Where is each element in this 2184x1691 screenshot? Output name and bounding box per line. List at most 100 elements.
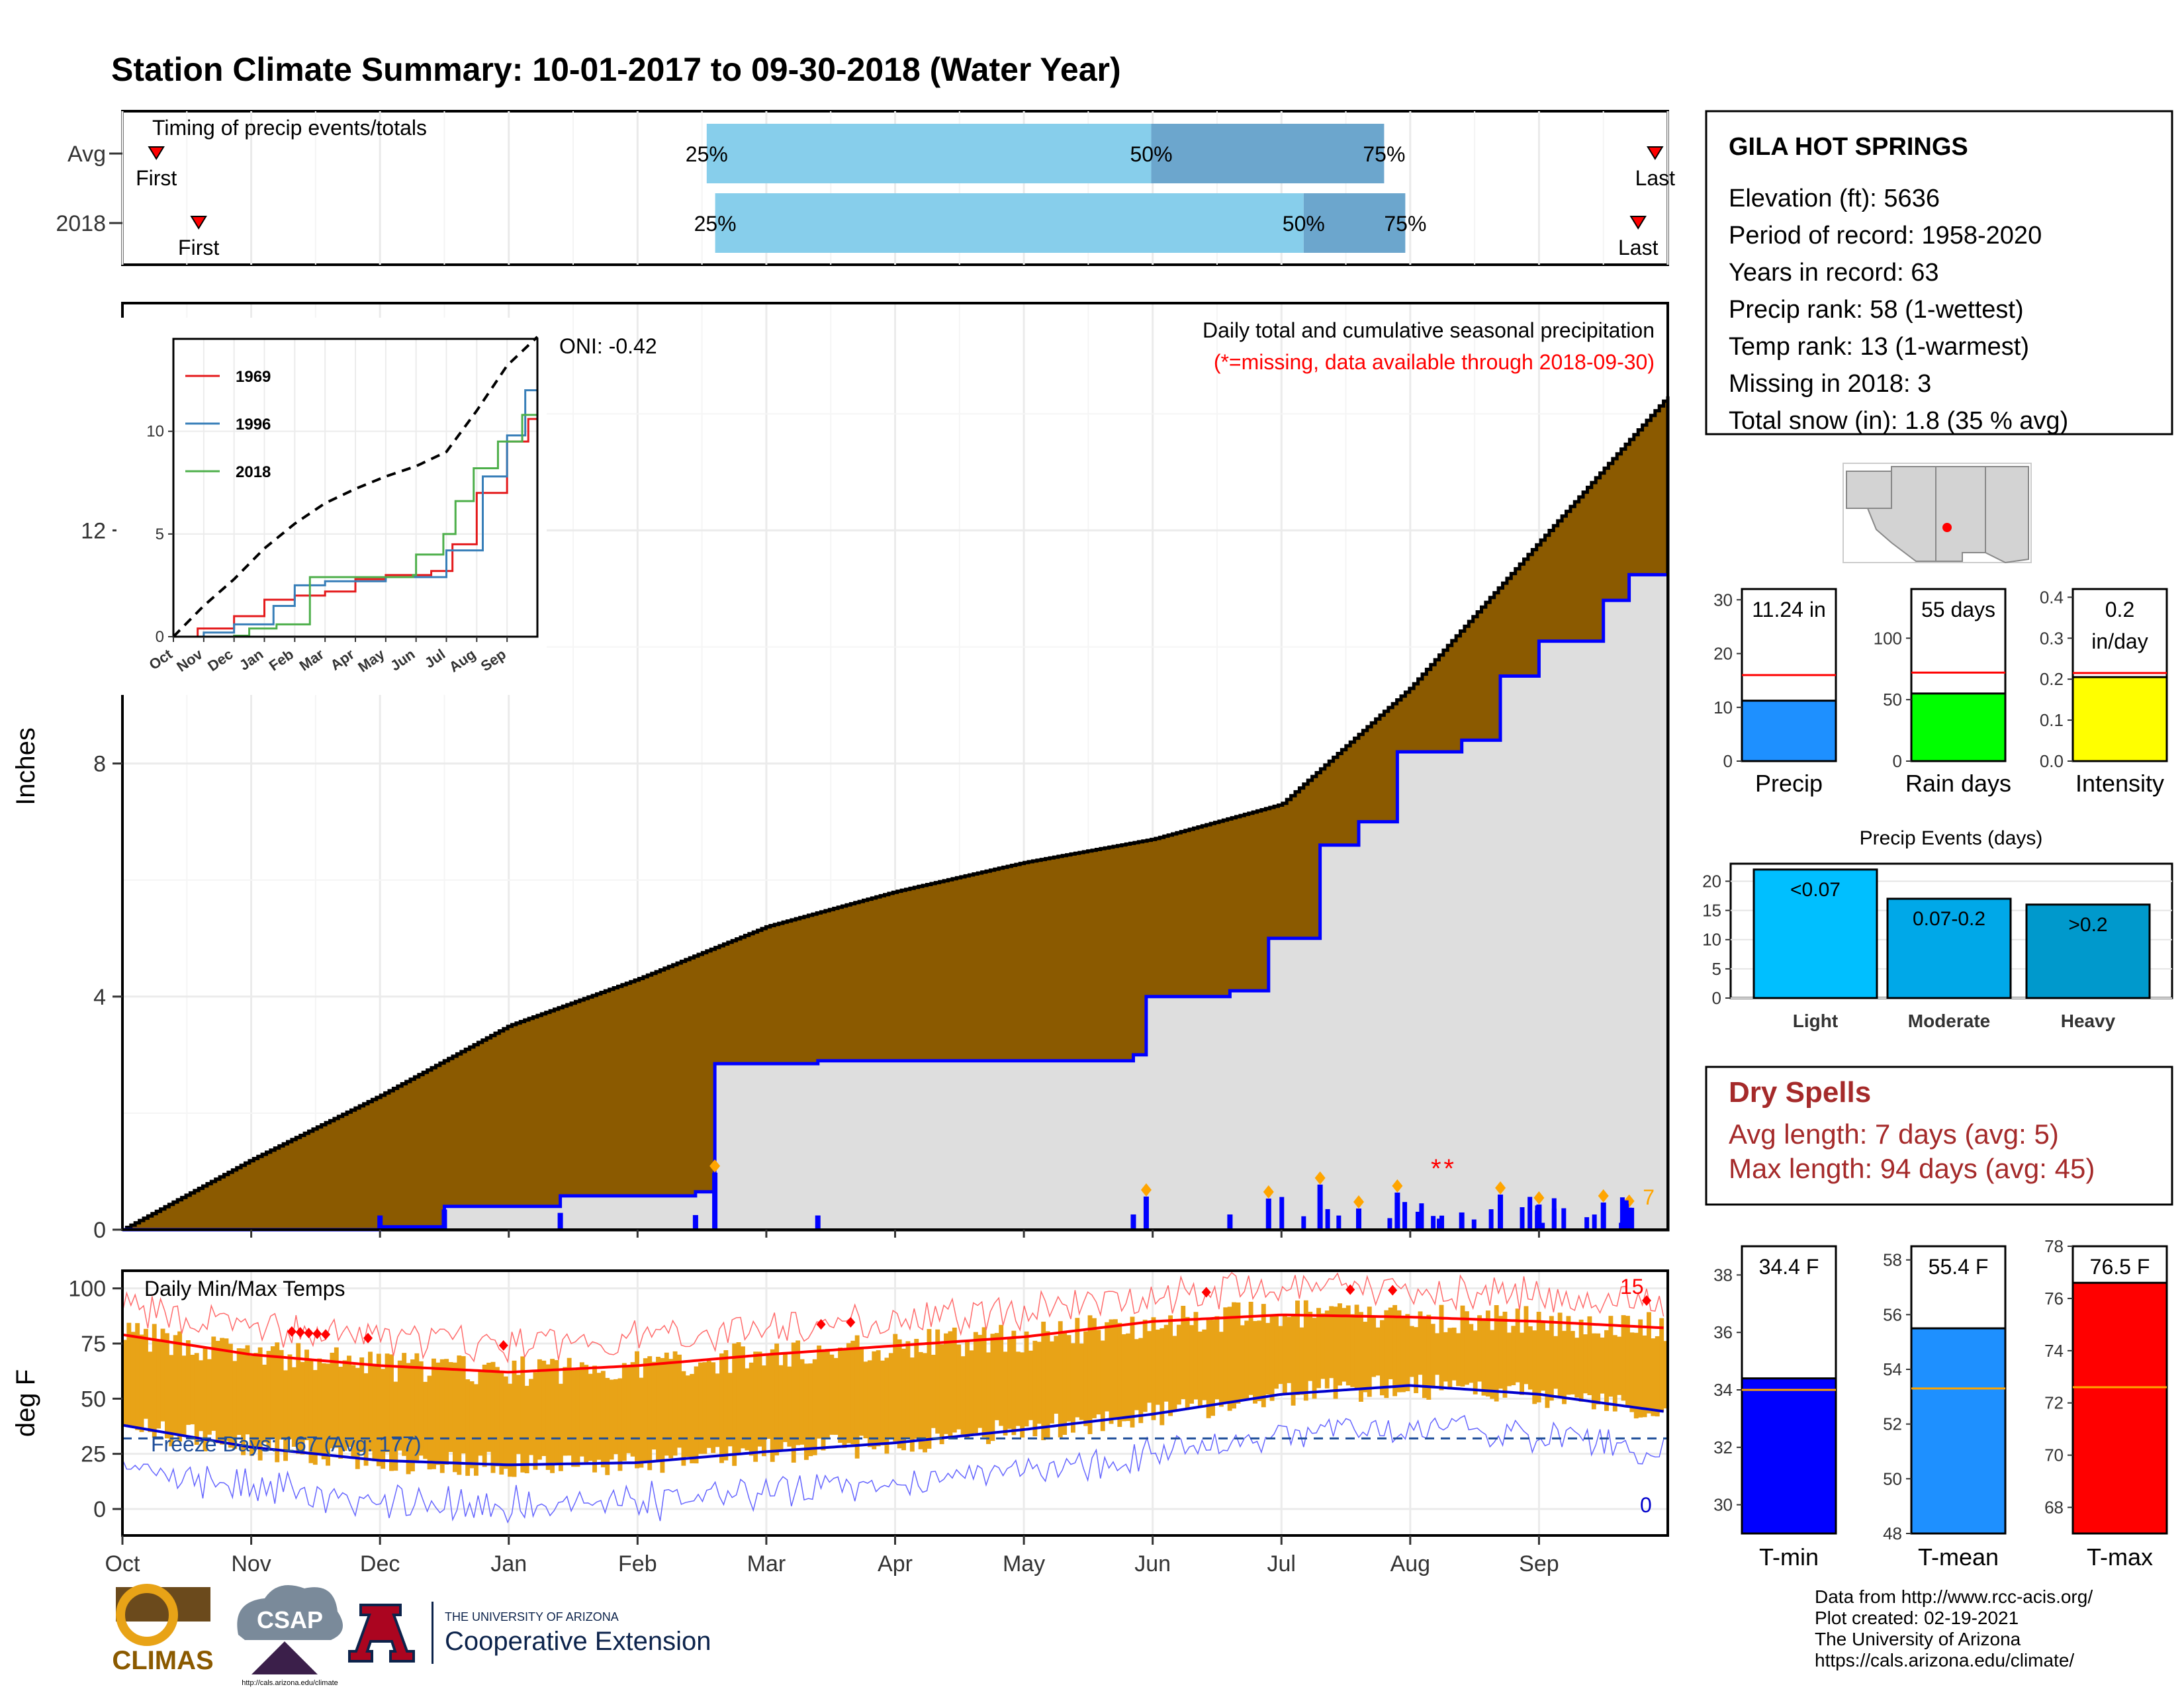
daily-temp-bar [1223, 1307, 1228, 1402]
daily-temp-bar [978, 1334, 983, 1428]
inset-legend-label: 2018 [236, 463, 271, 481]
daily-temp-bar [1600, 1337, 1605, 1394]
temp-x-axis: Oct Nov Dec Jan Feb Mar Apr May Jun Jul Aug Sep [105, 1535, 1559, 1577]
daily-temp-bar [965, 1341, 970, 1439]
daily-temp-bar [1303, 1300, 1308, 1401]
daily-temp-bar [639, 1377, 644, 1468]
inset-y-tick-label: 10 [146, 423, 164, 441]
daily-temp-bar [529, 1379, 534, 1455]
inset-y-tick-label: 0 [156, 628, 164, 646]
daily-temp-bar [605, 1377, 610, 1475]
daily-precip-bar [1143, 1196, 1149, 1230]
daily-temp-bar [181, 1355, 187, 1436]
temp-lines [122, 1271, 1668, 1524]
temp-summary-label: T-max [2087, 1543, 2153, 1571]
timing-bar-25-50 [706, 124, 1152, 183]
daily-temp-bar [211, 1336, 216, 1431]
daily-precip-bar [1551, 1198, 1557, 1230]
temp-summary-tick-label: 32 [1713, 1438, 1733, 1457]
daily-temp-bar [1079, 1344, 1084, 1420]
daily-temp-bar [241, 1348, 246, 1455]
daily-temp-bar [1172, 1336, 1177, 1411]
daily-temp-bar [846, 1343, 851, 1443]
daily-temp-bar [1015, 1351, 1021, 1426]
daily-precip-bar [1561, 1208, 1567, 1230]
daily-temp-bar [554, 1360, 559, 1465]
daily-temp-bar [1527, 1326, 1533, 1390]
precip-y-tick-label: 0 [93, 1218, 106, 1243]
daily-temp-bar [275, 1342, 280, 1463]
daily-precip-bar [1130, 1214, 1136, 1230]
daily-temp-bar [173, 1335, 178, 1434]
events-title: Precip Events (days) [1860, 827, 2043, 849]
daily-temp-bar [1490, 1330, 1495, 1399]
daily-temp-bar [660, 1357, 665, 1473]
daily-precip-bar [1624, 1204, 1629, 1230]
daily-temp-bar [1456, 1333, 1461, 1387]
dry-spells-title: Dry Spells [1729, 1076, 1871, 1109]
temp-summary-tick-label: 36 [1713, 1322, 1733, 1342]
daily-temp-bar [1363, 1322, 1368, 1393]
daily-temp-bar [1050, 1341, 1054, 1424]
temp-summary-tick-label: 56 [1883, 1304, 1902, 1324]
daily-temp-bar [1147, 1331, 1152, 1403]
daily-temp-bar [1591, 1333, 1596, 1410]
precip-y-tick-label: 4 [93, 985, 106, 1010]
daily-temp-bar [690, 1373, 695, 1464]
record-max-line [122, 1271, 1664, 1364]
timing-row-label: 2018 [56, 211, 106, 236]
daily-temp-bar [1011, 1330, 1017, 1436]
daily-temp-bar [1121, 1334, 1126, 1422]
daily-temp-bar [376, 1353, 381, 1467]
daily-temp-bar [1028, 1350, 1033, 1420]
record-high-marker [816, 1319, 826, 1330]
temp-summary-tick-label: 34 [1713, 1380, 1733, 1400]
daily-precip-bar [1437, 1218, 1442, 1230]
daily-temp-bar [727, 1373, 733, 1447]
daily-temp-bar [1426, 1314, 1432, 1400]
precip-panel: * * 0 4 8 12 Inches Daily total and cumulati… [11, 302, 1670, 1243]
daily-temp-bar [1287, 1316, 1292, 1383]
daily-temp-bar [1367, 1306, 1372, 1397]
daily-temp-bar [1642, 1335, 1647, 1418]
temp-summary-tick-label: 30 [1713, 1495, 1733, 1515]
daily-precip-bar [1402, 1202, 1408, 1230]
daily-temp-bars [122, 1300, 1668, 1477]
daily-precip-bar [1394, 1192, 1400, 1230]
extreme-count: 7 [1643, 1185, 1655, 1209]
daily-temp-bar [1451, 1327, 1457, 1381]
daily-temp-bar [791, 1342, 796, 1463]
daily-temp-bar [567, 1357, 572, 1456]
daily-temp-bar [990, 1334, 995, 1441]
summary-bar-fill [1910, 692, 2007, 762]
daily-temp-bar [1553, 1336, 1559, 1389]
daily-temp-bar [1485, 1310, 1490, 1397]
daily-temp-bar [1414, 1327, 1419, 1393]
summary-bar-tick-label: 0 [1893, 751, 1902, 771]
daily-temp-bar [148, 1351, 153, 1432]
daily-precip-bar [441, 1209, 447, 1230]
daily-temp-bar [829, 1354, 835, 1435]
daily-temp-bar [1210, 1320, 1215, 1416]
daily-temp-bar [1214, 1316, 1220, 1400]
daily-temp-bar [1596, 1333, 1601, 1405]
daily-temp-bar [1295, 1301, 1300, 1395]
daily-temp-bar [753, 1351, 758, 1462]
daily-temp-bar [1232, 1302, 1236, 1409]
daily-temp-bar [1498, 1316, 1504, 1389]
events-category: Light [1793, 1011, 1838, 1031]
daily-temp-bar [1549, 1316, 1554, 1401]
temp-summary-tick-label: 38 [1713, 1265, 1733, 1285]
daily-precip-bar [1584, 1217, 1590, 1230]
daily-precip-bar [1387, 1218, 1392, 1230]
daily-temp-bar [935, 1329, 940, 1434]
ua-big-text: Cooperative Extension [445, 1627, 711, 1656]
daily-temp-bar [1447, 1328, 1453, 1390]
daily-temp-bar [1621, 1315, 1626, 1401]
daily-temp-bar [651, 1361, 657, 1450]
daily-precip-bar [1227, 1214, 1233, 1230]
daily-temp-bar [1655, 1336, 1660, 1417]
daily-precip-bar [1418, 1214, 1424, 1230]
daily-temp-bar [867, 1360, 872, 1447]
inset-line-2018 [173, 406, 539, 638]
